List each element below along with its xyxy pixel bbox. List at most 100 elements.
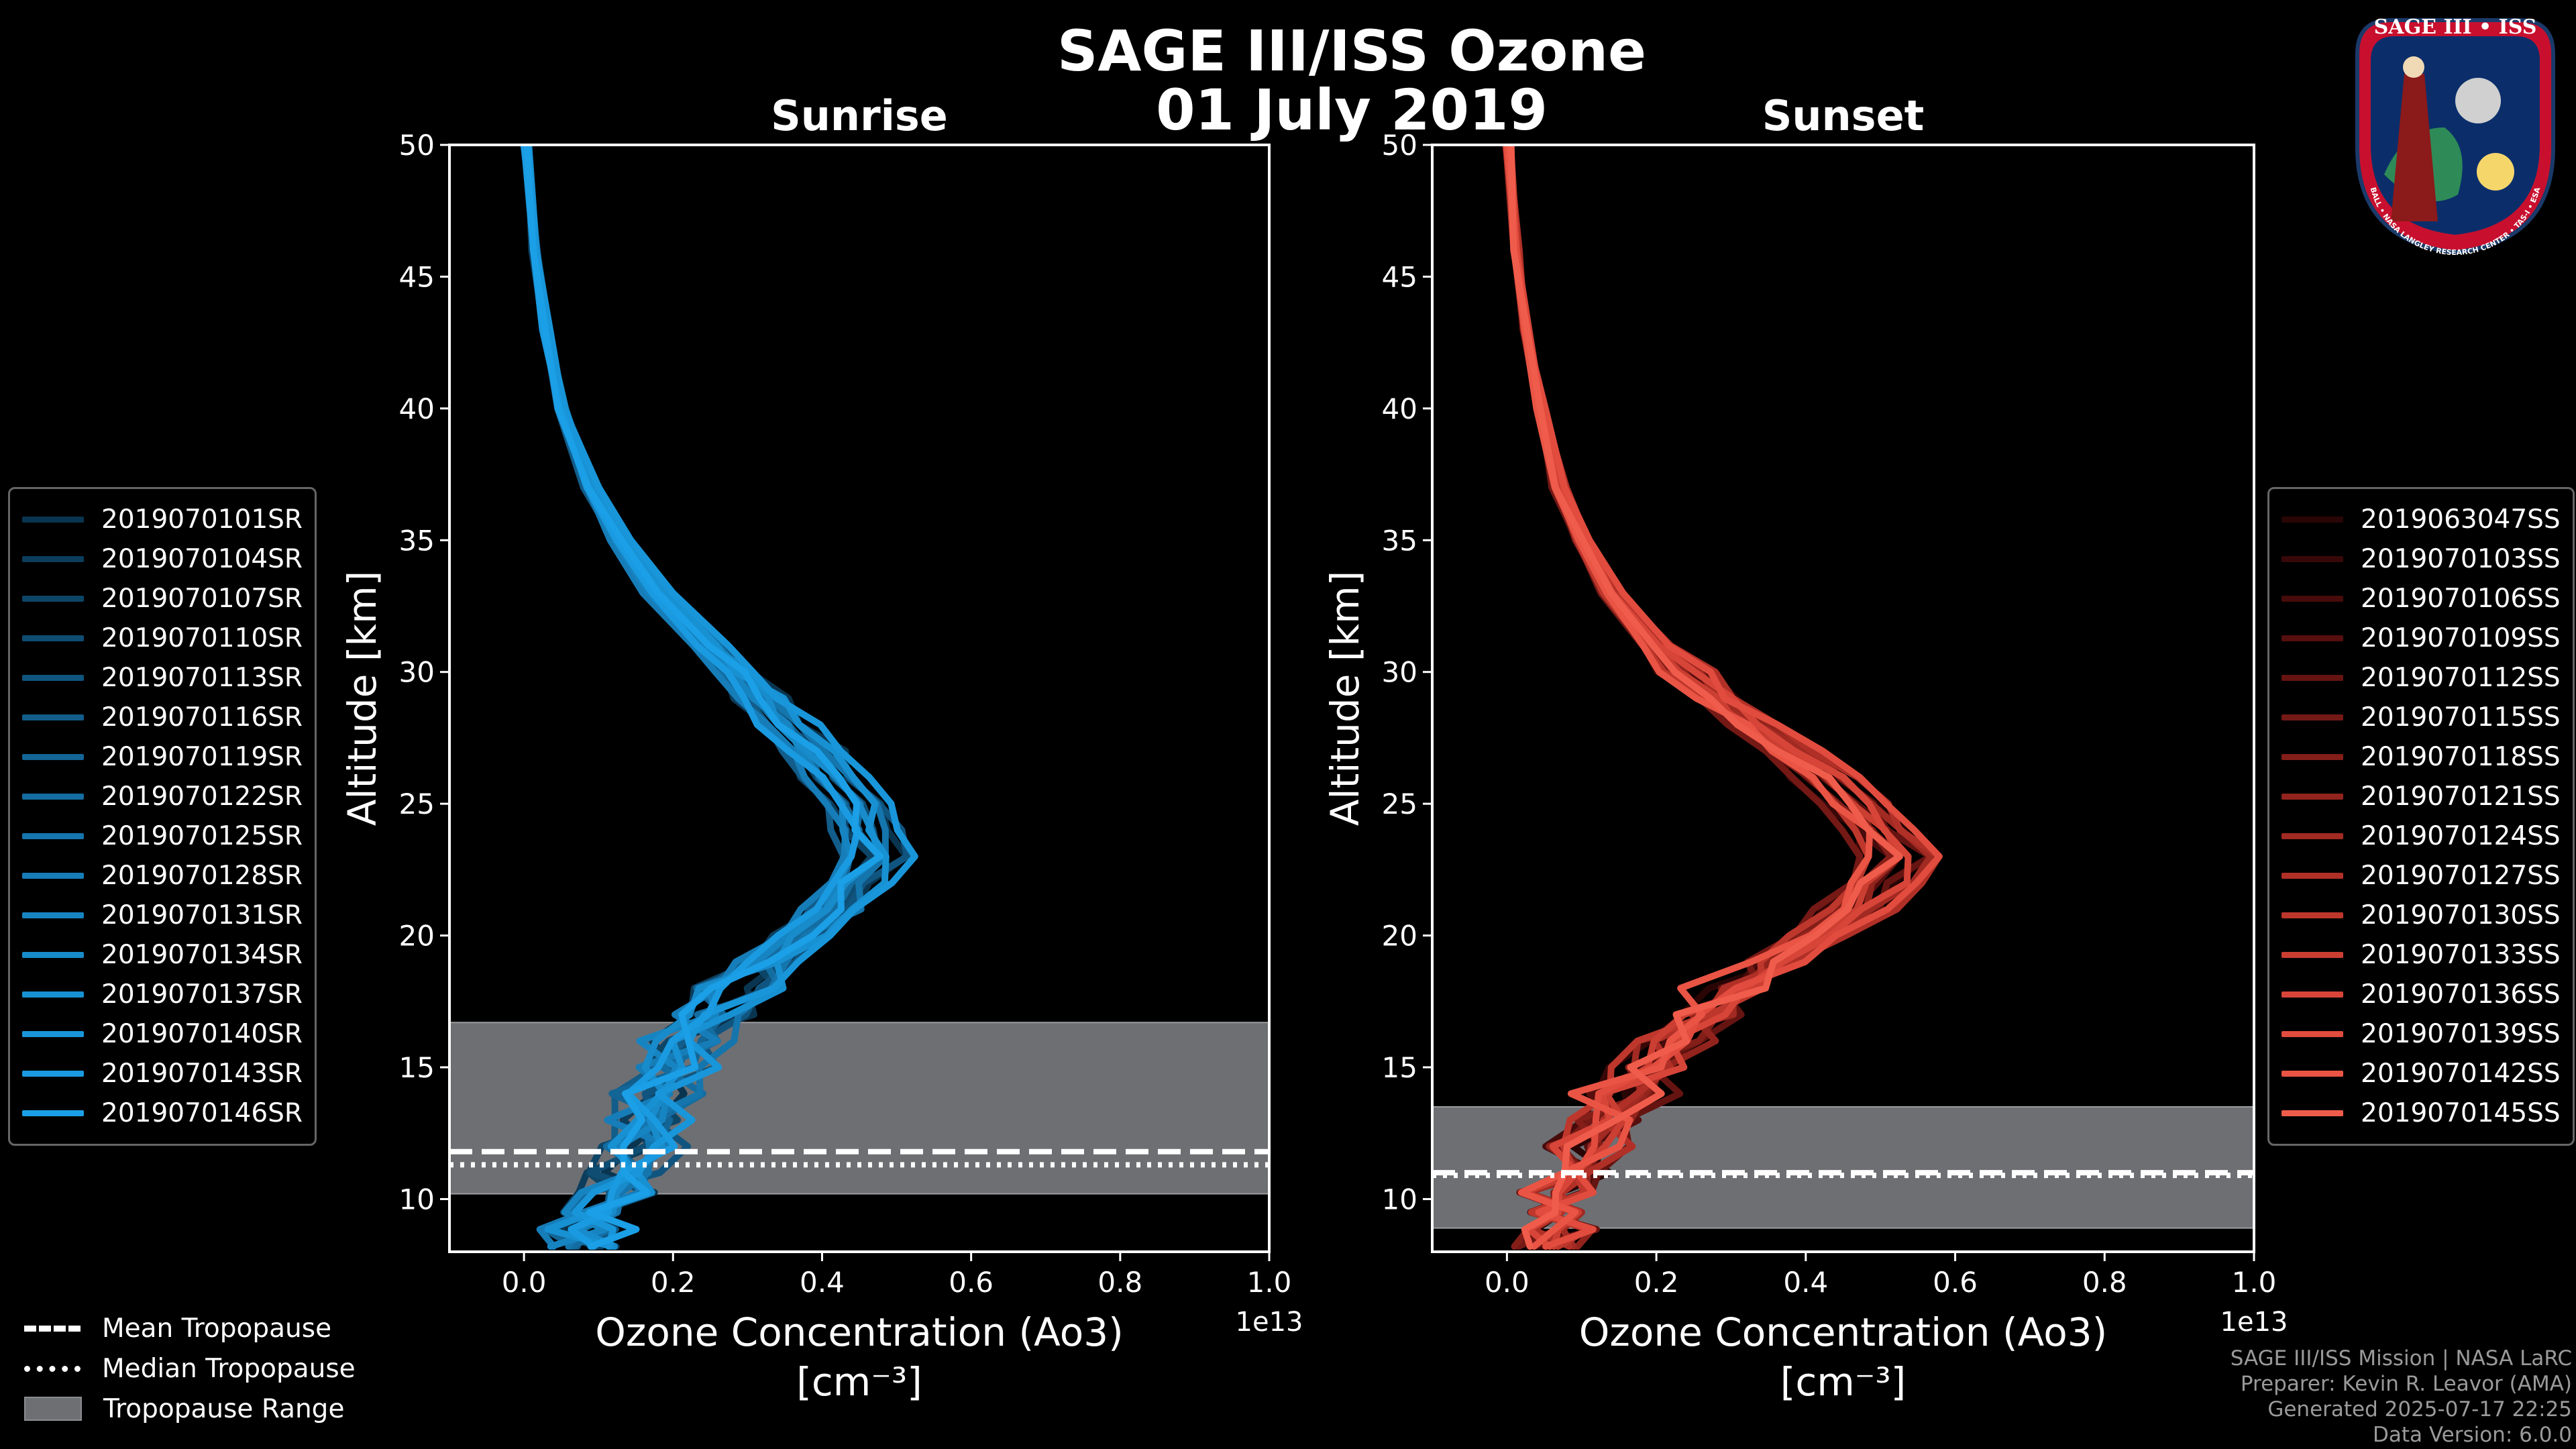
sunrise-x-tick-label: 0.8: [1097, 1266, 1142, 1299]
sunrise-y-tick-label: 10: [399, 1183, 435, 1216]
footer-preparer: Preparer: Kevin R. Leavor (AMA): [2240, 1372, 2572, 1396]
legend-label: 2019070113SR: [101, 663, 303, 693]
legend-label: 2019070133SS: [2361, 940, 2561, 970]
legend-label: 2019070125SR: [101, 821, 303, 851]
legend-line-swatch: [22, 596, 84, 602]
legend-line-swatch: [22, 794, 84, 800]
sunset-y-tick-label: 15: [1382, 1051, 1417, 1084]
sunset-plot: 0.0 0.2 0.4 0.6 0.8 1.0 10 15 20 25 30 35 40 45 50 1e13…: [1322, 91, 2288, 1405]
legend-label: 2019070103SS: [2361, 544, 2561, 574]
sunrise-panel-title: Sunrise: [771, 91, 948, 140]
sunrise-axes-frame: [448, 144, 1271, 1253]
legend-line-swatch: [2282, 556, 2343, 562]
sunset-x-tick-label: 0.2: [1634, 1266, 1679, 1299]
sunrise-profiles: [520, 145, 918, 1250]
legend-line-swatch: [2282, 873, 2343, 879]
sunset-legend-item: 2019070124SS: [2282, 816, 2561, 856]
legend-line-swatch: [22, 675, 84, 681]
legend-label: 2019070118SS: [2361, 742, 2561, 772]
legend-label: 2019070112SS: [2361, 663, 2561, 693]
legend-line-swatch: [2282, 675, 2343, 681]
legend-line-swatch: [22, 833, 84, 839]
chart-title-line2: 01 July 2019: [1156, 77, 1548, 143]
dotted-line-swatch: [24, 1365, 80, 1372]
legend-line-swatch: [2282, 912, 2343, 918]
sunset-profile-2019070142SS: [1505, 145, 1874, 1250]
sunset-legend-item: 2019070121SS: [2282, 777, 2561, 816]
legend-tropopause-range: Tropopause Range: [24, 1389, 356, 1429]
sunset-legend-item: 2019070139SS: [2282, 1014, 2561, 1054]
legend-line-swatch: [22, 714, 84, 720]
sunrise-profile-2019070143SR: [521, 145, 861, 1250]
legend-line-swatch: [2282, 952, 2343, 958]
sunrise-legend-item: 2019070101SR: [22, 500, 303, 539]
sunset-y-tick-label: 25: [1382, 788, 1417, 820]
legend-label: 2019070131SR: [101, 900, 303, 930]
sunrise-x-axis-unit: [cm⁻³]: [796, 1359, 922, 1405]
legend-line-swatch: [22, 991, 84, 998]
median-tropopause-label: Median Tropopause: [102, 1353, 356, 1384]
legend-line-swatch: [2282, 754, 2343, 760]
legend-line-swatch: [22, 1031, 84, 1037]
sunrise-legend-item: 2019070113SR: [22, 658, 303, 698]
sunrise-legend-item: 2019070119SR: [22, 737, 303, 777]
sunrise-x-tick-label: 1.0: [1247, 1266, 1292, 1299]
sunrise-y-tick-label: 35: [399, 524, 435, 557]
legend-label: 2019070110SR: [101, 623, 303, 653]
sunrise-x-tick-label: 0.2: [651, 1266, 696, 1299]
legend-line-swatch: [2282, 1071, 2343, 1077]
sage-iss-logo: SAGE III • ISS BALL • NASA LANGLEY RESEA…: [2355, 15, 2555, 257]
tropopause-range-label: Tropopause Range: [103, 1393, 345, 1424]
legend-label: 2019070145SS: [2361, 1098, 2561, 1128]
sunset-legend-item: 2019070133SS: [2282, 935, 2561, 975]
legend-label: 2019070124SS: [2361, 821, 2561, 851]
sunrise-legend-item: 2019070104SR: [22, 539, 303, 579]
sunset-x-scale-note: 1e13: [2220, 1307, 2288, 1338]
sunset-y-tick-label: 10: [1382, 1183, 1417, 1216]
sunrise-y-tick-label: 25: [399, 788, 435, 820]
sunset-profile-2019070103SS: [1503, 145, 1864, 1250]
legend-label: 2019070134SR: [101, 940, 303, 970]
legend-median-tropopause: Median Tropopause: [24, 1348, 356, 1389]
sunrise-x-tick-label: 0.0: [502, 1266, 547, 1299]
sunset-legend-item: 2019070118SS: [2282, 737, 2561, 777]
legend-line-swatch: [2282, 1110, 2343, 1116]
sunset-y-tick-label: 50: [1382, 129, 1417, 162]
sunset-panel-title: Sunset: [1762, 91, 1925, 140]
sunrise-legend-item: 2019070110SR: [22, 619, 303, 658]
sunset-legend-item: 2019070127SS: [2282, 856, 2561, 896]
sunrise-x-tick-label: 0.6: [949, 1266, 994, 1299]
sunset-y-tick-label: 30: [1382, 656, 1417, 689]
legend-label: 2019063047SS: [2361, 504, 2561, 535]
sunrise-y-tick-label: 20: [399, 920, 435, 953]
sunset-profile-2019070145SS: [1507, 145, 1903, 1250]
legend-label: 2019070115SS: [2361, 702, 2561, 733]
legend-line-swatch: [22, 635, 84, 641]
legend-label: 2019070146SR: [101, 1098, 303, 1128]
dashed-line-swatch: [24, 1325, 80, 1332]
sunrise-legend-item: 2019070140SR: [22, 1014, 303, 1054]
legend-line-swatch: [22, 873, 84, 879]
legend-line-swatch: [2282, 517, 2343, 523]
legend-label: 2019070122SR: [101, 782, 303, 812]
sunrise-legend-item: 2019070122SR: [22, 777, 303, 816]
legend-label: 2019070142SS: [2361, 1059, 2561, 1089]
sunset-y-tick-label: 20: [1382, 920, 1417, 953]
sunset-profile-2019070139SS: [1503, 145, 1943, 1250]
sunrise-x-axis-label: Ozone Concentration (Ao3): [595, 1309, 1124, 1355]
sunrise-legend-item: 2019070107SR: [22, 579, 303, 619]
sunset-legend-item: 2019070106SS: [2282, 579, 2561, 619]
sunrise-profile-2019070146SR: [523, 145, 884, 1250]
legend-label: 2019070128SR: [101, 861, 303, 891]
legend-line-swatch: [2282, 833, 2343, 839]
sunrise-x-tick-label: 0.4: [800, 1266, 845, 1299]
logo-title-text: SAGE III • ISS: [2374, 15, 2537, 39]
sunrise-legend-item: 2019070128SR: [22, 856, 303, 896]
sunrise-legend-item: 2019070143SR: [22, 1054, 303, 1093]
sunrise-plot: 0.0 0.2 0.4 0.6 0.8 1.0 10 15 20 25 30 35 40 45 50 1e13…: [339, 91, 1303, 1405]
sunset-legend-item: 2019070112SS: [2282, 658, 2561, 698]
sunset-legend-item: 2019070142SS: [2282, 1054, 2561, 1093]
footer-credits: SAGE III/ISS Mission | NASA LaRC Prepare…: [2231, 1346, 2572, 1448]
sunrise-y-tick-label: 40: [399, 392, 435, 425]
tropopause-legend: Mean Tropopause Median Tropopause Tropop…: [24, 1308, 356, 1429]
